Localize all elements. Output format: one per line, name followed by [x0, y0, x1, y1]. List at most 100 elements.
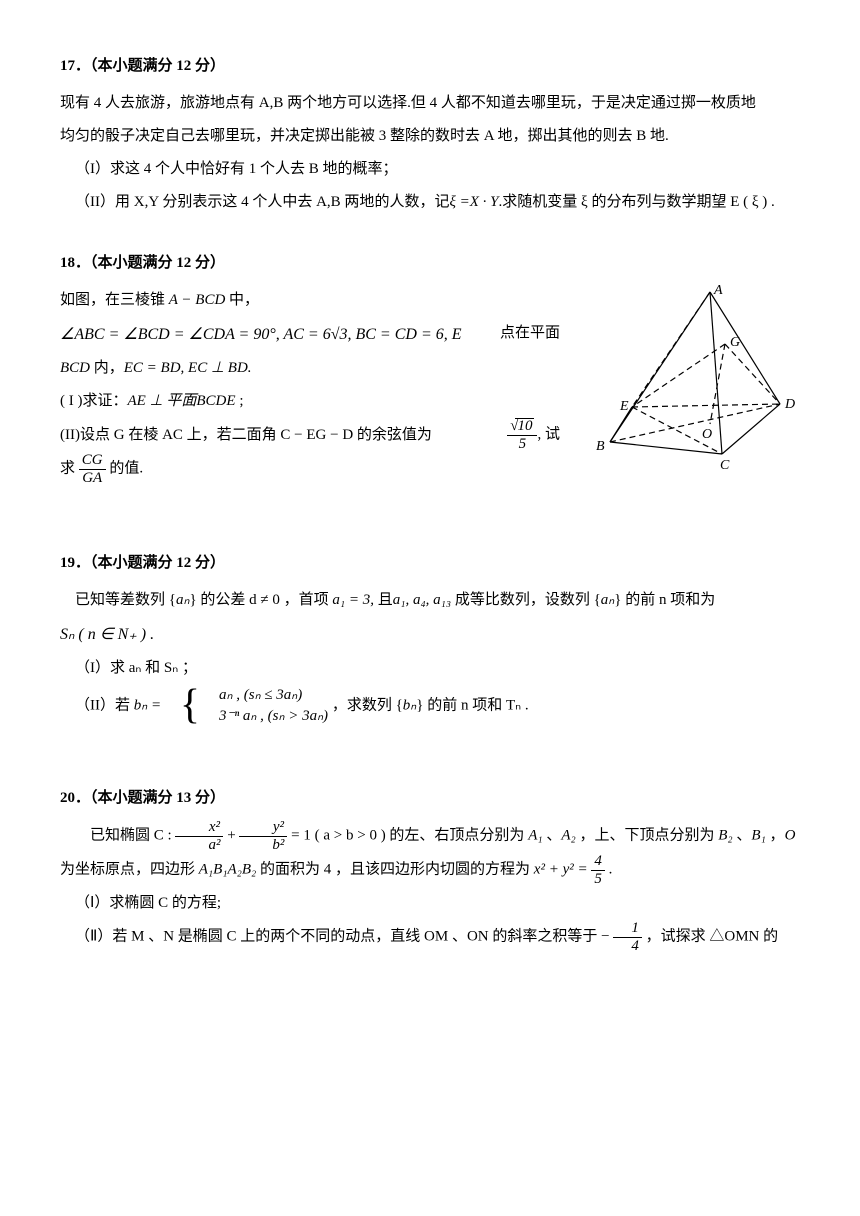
edge-AB — [610, 292, 710, 442]
ae-plane: AE ⊥ 平面BCDE — [128, 393, 236, 409]
points-label: （本小题满分 12 分） — [90, 555, 225, 571]
tetrahedron-figure: A G E B D C O — [570, 284, 800, 492]
problem-number: 20． — [60, 790, 90, 806]
semicolon: ; — [236, 393, 244, 409]
five: 5 — [591, 871, 605, 888]
dot: . — [609, 862, 613, 878]
a2: a² — [175, 837, 223, 854]
p19-part-ii: （II）若 bₙ = { aₙ , (sₙ ≤ 3aₙ) 3⁻ⁿ aₙ , (s… — [60, 685, 800, 727]
label-A: A — [713, 284, 723, 298]
b2: b² — [239, 837, 287, 854]
p19-body-1: 已知等差数列 {aₙ} 的公差 d ≠ 0 ，首项 a₁ = 3, 且a₁, a… — [60, 584, 800, 617]
edge-ED — [632, 404, 780, 407]
p20-l2b: 的面积为 4 ，且该四边形内切圆的方程为 — [256, 862, 534, 878]
p19-l1c: 且 — [374, 592, 393, 608]
quad: A₁B₁A₂B₂ — [199, 862, 257, 878]
p18-ii-pre: (II)设点 G 在棱 AC 上，若二面角 C − EG − D 的余弦值为 — [60, 427, 432, 443]
sep2: 、 — [733, 828, 752, 844]
case1: aₙ , (sₙ ≤ 3aₙ) — [204, 685, 328, 706]
problem-19-header: 19．（本小题满分 12 分） — [60, 547, 800, 580]
p20-l1c: ，上、下顶点分别为 — [576, 828, 719, 844]
p19-i: （I）求 aₙ 和 Sₙ ； — [75, 660, 197, 676]
p20-part-i: （Ⅰ）求椭圆 C 的方程; — [60, 887, 800, 920]
p17-part-i: （I）求这 4 个人中恰好有 1 个人去 B 地的概率； — [60, 153, 800, 186]
label-E: E — [619, 399, 629, 414]
p19-ii-pre: （II）若 — [75, 698, 134, 714]
eq1: = 1 ( a > b > 0 ) 的左、右顶点分别为 — [291, 828, 528, 844]
four: 4 — [591, 853, 605, 871]
edge-CD — [722, 404, 780, 454]
bn-eq: bₙ = — [134, 698, 165, 714]
p19-l1b: } 的公差 d ≠ 0 ，首项 — [189, 592, 332, 608]
p18-line1-post: 中， — [225, 292, 259, 308]
sqrt10: 10 — [510, 418, 534, 434]
p20-line2: 为坐标原点，四边形 A₁B₁A₂B₂ 的面积为 4 ，且该四边形内切圆的方程为 … — [60, 853, 800, 887]
p20-l2a: 为坐标原点，四边形 — [60, 862, 199, 878]
edge-GO — [710, 344, 725, 424]
points-label: （本小题满分 12 分） — [90, 255, 225, 271]
den-5: 5 — [507, 436, 537, 453]
p18-line3-mid: 内， — [90, 360, 124, 376]
four-over-five: 4 5 — [591, 853, 605, 887]
left-brace: { — [165, 687, 200, 725]
p18-angle-line: ∠ABC = ∠BCD = ∠CDA = 90°, AC = 6√3, BC =… — [60, 317, 560, 352]
p20-l1a: 已知椭圆 C : — [90, 828, 175, 844]
p17-ii-pre: （II）用 X,Y 分别表示这 4 个人中去 A,B 两地的人数，记 — [75, 194, 449, 210]
p20-ii-b: ，试探求 △OMN 的 — [646, 929, 779, 945]
a1eq3: a₁ = 3, — [332, 592, 374, 608]
case2: 3⁻ⁿ aₙ , (sₙ > 3aₙ) — [204, 706, 328, 727]
p18-line1-pre: 如图，在三棱锥 — [60, 292, 169, 308]
B2: B₂ — [718, 828, 732, 844]
p20-l1d: ， — [766, 828, 785, 844]
p18-ii-post: , 试 — [537, 427, 560, 443]
p19-ii-mid: ，求数列 { — [332, 698, 403, 714]
p19-l1a: 已知等差数列 { — [75, 592, 176, 608]
tetrahedron-svg: A G E B D C O — [570, 284, 800, 479]
ga: GA — [79, 470, 106, 487]
a1a4a13: a₁, a₄, a₁₃ — [393, 592, 451, 608]
label-C: C — [720, 458, 730, 473]
problem-20: 20．（本小题满分 13 分） 已知椭圆 C : x² a² + y² b² =… — [60, 782, 800, 954]
sep1: 、 — [543, 828, 562, 844]
p18-line2-tail: 点在平面 — [500, 317, 560, 352]
edge-GD — [725, 344, 780, 404]
one: 1 — [613, 920, 642, 938]
A1: A₁ — [528, 828, 542, 844]
points-label: （本小题满分 13 分） — [90, 790, 225, 806]
edge-BC — [610, 442, 722, 454]
p17-body-2: 均匀的骰子决定自己去哪里玩，并决定掷出能被 3 整除的数时去 A 地，掷出其他的… — [60, 120, 800, 153]
edge-GE — [632, 344, 725, 407]
problem-18-header: 18．（本小题满分 12 分） — [60, 247, 800, 280]
A2: A₂ — [561, 828, 575, 844]
label-B: B — [596, 439, 605, 454]
bn-cases: { aₙ , (sₙ ≤ 3aₙ) 3⁻ⁿ aₙ , (sₙ > 3aₙ) — [165, 685, 328, 727]
abcd: A − BCD — [169, 292, 226, 308]
sn-expr: Sₙ ( n ∈ N₊ ) . — [60, 626, 154, 643]
cg-over-ga: CG GA — [79, 452, 106, 486]
label-D: D — [784, 397, 795, 412]
label-G: G — [730, 335, 740, 350]
x2: x² — [175, 819, 223, 837]
points-label: （本小题满分 12 分） — [90, 58, 225, 74]
one-over-four: 1 4 — [613, 920, 642, 954]
p20-part-ii: （Ⅱ）若 M 、N 是椭圆 C 上的两个不同的动点，直线 OM 、ON 的斜率之… — [60, 920, 800, 954]
p20-ii-a: （Ⅱ）若 M 、N 是椭圆 C 上的两个不同的动点，直线 OM 、ON 的斜率之… — [75, 929, 610, 945]
ec-bd-expr: EC = BD, EC ⊥ BD. — [124, 360, 252, 376]
bn: bₙ — [403, 698, 416, 714]
an2: aₙ — [601, 592, 614, 608]
an1: aₙ — [176, 592, 189, 608]
problem-number: 17． — [60, 58, 90, 74]
p19-l1e: } 的前 n 项和为 — [614, 592, 715, 608]
problem-number: 18． — [60, 255, 90, 271]
sqrt10-over-5: 10 5 — [507, 418, 537, 452]
xi-expr: ξ =X · Y — [449, 194, 498, 210]
bcd: BCD — [60, 360, 90, 376]
p18-cgga-post: 的值. — [109, 461, 143, 477]
problem-17: 17．（本小题满分 12 分） 现有 4 人去旅游，旅游地点有 A,B 两个地方… — [60, 50, 800, 219]
problem-17-header: 17．（本小题满分 12 分） — [60, 50, 800, 83]
label-O: O — [702, 427, 712, 442]
circ: x² + y² = — [534, 862, 592, 878]
problem-19: 19．（本小题满分 12 分） 已知等差数列 {aₙ} 的公差 d ≠ 0 ，首… — [60, 547, 800, 727]
four2: 4 — [613, 938, 642, 955]
p19-part-i: （I）求 aₙ 和 Sₙ ； — [60, 652, 800, 685]
